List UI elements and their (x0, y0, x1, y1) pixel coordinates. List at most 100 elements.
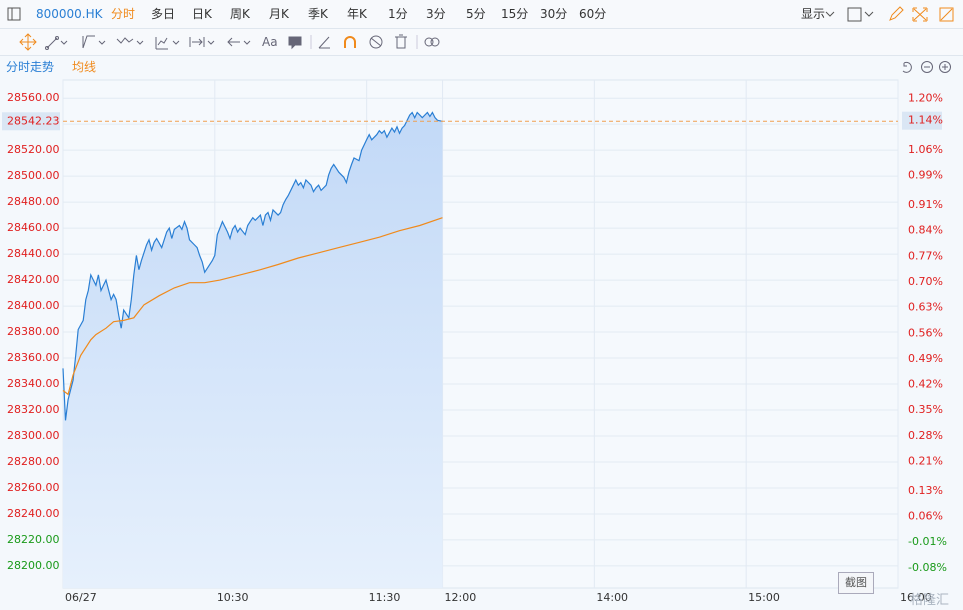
y2-tick-label: 1.06% (908, 143, 943, 156)
price-label: 28542.23 (7, 114, 60, 127)
y-tick-label: 28520.00 (7, 143, 60, 156)
price-label-box (2, 112, 60, 131)
toolbar-icons (7, 6, 954, 22)
link-tool[interactable] (424, 37, 434, 47)
line-tool[interactable] (46, 37, 58, 49)
x-tick-label: 14:00 (596, 591, 628, 604)
y-tick-label: 28400.00 (7, 299, 60, 312)
y-tick-label: 28460.00 (7, 221, 60, 234)
y-tick-label: 28340.00 (7, 377, 60, 390)
screenshot-button[interactable]: 截图 (838, 572, 874, 594)
period[interactable]: 分时 (111, 7, 136, 21)
y2-tick-label: -0.08% (908, 561, 947, 574)
y-tick-label: 28220.00 (7, 533, 60, 546)
period[interactable]: 月K (269, 7, 289, 21)
y2-tick-label: 0.56% (908, 326, 943, 339)
hide-tool[interactable] (369, 35, 383, 49)
y2-tick-label: 0.91% (908, 198, 943, 211)
watermark: 格隆汇 (910, 593, 950, 608)
angle-tool[interactable] (318, 36, 330, 49)
period[interactable]: 30分 (540, 7, 568, 21)
y-tick-label: 28560.00 (7, 91, 60, 104)
toolbar: 800000.HK 分时 多日 日K 周K 月K 季K 年K 1分 3分 5分 … (0, 0, 963, 29)
measure-tool[interactable] (155, 37, 168, 50)
caret (825, 11, 835, 17)
y-tick-label: 28420.00 (7, 273, 60, 286)
y2-tick-label: 0.63% (908, 301, 943, 314)
y-tick-label: 28380.00 (7, 325, 60, 338)
x-tick-label: 15:00 (748, 591, 780, 604)
y2-tick-label: 0.77% (908, 249, 943, 262)
y2-tick-label: 0.99% (908, 169, 943, 182)
period[interactable]: 季K (308, 7, 328, 21)
y-tick-label: 28300.00 (7, 429, 60, 442)
period[interactable]: 日K (192, 7, 212, 21)
y-tick-label: 28480.00 (7, 195, 60, 208)
edit-icon[interactable] (889, 6, 904, 21)
y-tick-label: 28360.00 (7, 351, 60, 364)
x-tick-label: 06/27 (65, 591, 97, 604)
checkbox[interactable] (847, 7, 862, 22)
note-tool[interactable] (288, 36, 302, 50)
y2-tick-label: 0.84% (908, 224, 943, 237)
y-tick-label: 28240.00 (7, 507, 60, 520)
wave-tool[interactable] (116, 37, 134, 44)
x-tick-label: 12:00 (445, 591, 477, 604)
period[interactable]: 60分 (579, 7, 607, 21)
series-line (62, 111, 443, 421)
drawing-icons (19, 33, 440, 51)
magnet-tool[interactable] (344, 36, 356, 48)
y-tick-label: 28260.00 (7, 481, 60, 494)
y-tick-label: 28280.00 (7, 455, 60, 468)
y-tick-label: 28440.00 (7, 247, 60, 260)
average-tab[interactable]: 均线 (72, 60, 97, 74)
area-fill (63, 112, 443, 588)
y-tick-label: 28320.00 (7, 403, 60, 416)
zoom-in[interactable] (939, 61, 951, 73)
period[interactable]: 多日 (151, 7, 176, 21)
series-line (62, 217, 443, 396)
y2-tick-label: 0.28% (908, 429, 943, 442)
intraday-tab[interactable]: 分时走势 (6, 60, 55, 74)
period[interactable]: 周K (230, 7, 250, 21)
x-tick-label: 10:30 (217, 591, 249, 604)
y2-tick-label: 0.13% (908, 484, 943, 497)
period[interactable]: 15分 (501, 7, 529, 21)
symbol[interactable]: 800000.HK (36, 7, 103, 21)
zoom-controls (902, 61, 951, 73)
period[interactable]: 1分 (388, 7, 408, 21)
y2-tick-label: 1.20% (908, 92, 943, 105)
range-tool[interactable] (189, 37, 205, 47)
pct-label-box (902, 111, 942, 130)
arrow-tool[interactable] (227, 37, 240, 47)
y-tick-label: 28500.00 (7, 169, 60, 182)
drawing-toolbar: Aa (0, 29, 963, 56)
y2-tick-label: 0.35% (908, 403, 943, 416)
y2-tick-label: 0.21% (908, 455, 943, 468)
x-tick-label: 11:30 (369, 591, 401, 604)
text-tool[interactable]: Aa (262, 35, 278, 49)
period[interactable]: 年K (347, 7, 367, 21)
channel-tool[interactable] (82, 35, 95, 49)
x-tick-label: 16:00 (900, 591, 932, 604)
y2-tick-label: 0.06% (908, 510, 943, 523)
zoom-out[interactable] (921, 61, 933, 73)
y2-tick-label: 0.42% (908, 378, 943, 391)
fullscreen-icon[interactable] (912, 7, 928, 22)
y-tick-label: 28200.00 (7, 559, 60, 572)
period[interactable]: 3分 (426, 7, 446, 21)
reset-button[interactable] (902, 61, 912, 73)
panel-icon[interactable] (7, 7, 21, 21)
y2-tick-label: 0.49% (908, 352, 943, 365)
pct-label: 1.14% (908, 114, 943, 127)
popout-icon[interactable] (939, 7, 954, 22)
display-menu[interactable]: 显示 (801, 7, 826, 21)
tab-row: 分时走势 均线 (0, 56, 963, 78)
period[interactable]: 5分 (466, 7, 486, 21)
delete-tool[interactable] (395, 34, 407, 49)
y2-tick-label: 0.70% (908, 275, 943, 288)
y2-tick-label: -0.01% (908, 535, 947, 548)
move-tool[interactable] (19, 33, 37, 51)
